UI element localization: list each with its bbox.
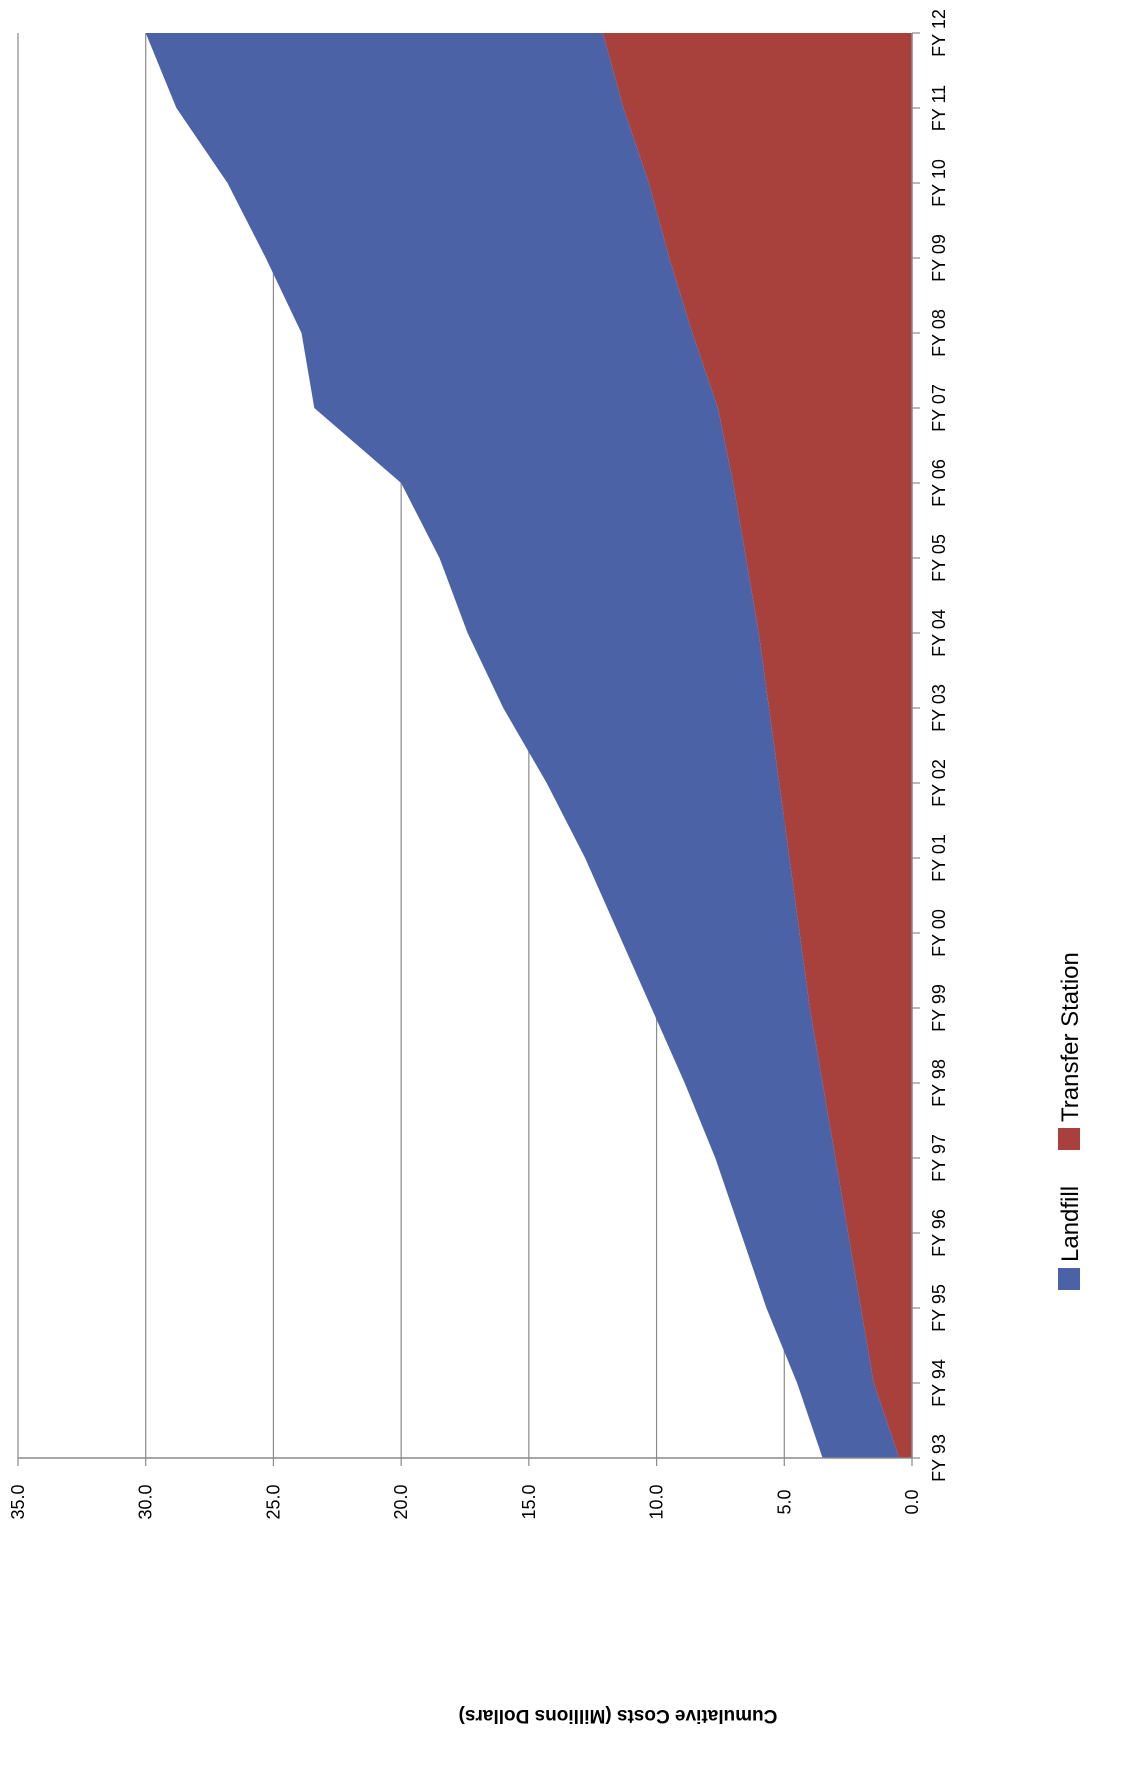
y-tick-label: 10.0	[647, 1484, 667, 1519]
x-tick-label: FY 02	[929, 759, 949, 807]
axes	[17, 32, 920, 1466]
x-tick-label: FY 98	[929, 1059, 949, 1107]
x-tick-label: FY 11	[929, 85, 949, 131]
y-tick-labels: 0.0 5.0 10.0 15.0 20.0 25.0 30.0 35.0	[8, 1484, 922, 1519]
y-tick-label: 35.0	[8, 1484, 28, 1519]
x-tick-label: FY 07	[929, 384, 949, 432]
legend-label-landfill: Landfill	[1057, 1186, 1084, 1262]
x-tick-label: FY 05	[929, 534, 949, 582]
y-tick-label: 5.0	[774, 1489, 794, 1514]
legend: Landfill Transfer Station	[1057, 952, 1084, 1290]
area-series	[145, 33, 912, 1458]
x-tick-labels: FY 93 FY 94 FY 95 FY 96 FY 97 FY 98 FY 99 FY 00…	[929, 9, 949, 1482]
y-tick-label: 0.0	[902, 1489, 922, 1514]
x-tick-label: FY 96	[929, 1209, 949, 1257]
y-tick-label: 30.0	[136, 1484, 156, 1519]
x-tick-label: FY 06	[929, 459, 949, 507]
y-tick-label: 20.0	[391, 1484, 411, 1519]
x-tick-label: FY 97	[929, 1134, 949, 1182]
x-tick-label: FY 04	[929, 609, 949, 657]
area-landfill	[145, 33, 900, 1458]
x-tick-label: FY 00	[929, 909, 949, 957]
x-tick-label: FY 03	[929, 684, 949, 732]
area-transfer-station	[602, 33, 912, 1458]
x-tick-label: FY 94	[929, 1359, 949, 1407]
legend-swatch-transfer-station	[1058, 1128, 1080, 1150]
x-tick-label: FY 93	[929, 1434, 949, 1482]
x-tick-label: FY 09	[929, 234, 949, 282]
x-tick-label: FY 10	[929, 159, 949, 207]
y-tick-label: 15.0	[519, 1484, 539, 1519]
legend-label-transfer-station: Transfer Station	[1057, 952, 1084, 1122]
x-tick-label: FY 95	[929, 1284, 949, 1332]
y-tick-label: 25.0	[263, 1484, 283, 1519]
x-tick-label: FY 12	[929, 9, 949, 57]
x-tick-label: FY 08	[929, 309, 949, 357]
legend-swatch-landfill	[1058, 1268, 1080, 1290]
y-axis-title: Cumulative Costs (Millions Dollars)	[459, 1705, 778, 1726]
x-tick-label: FY 01	[929, 834, 949, 882]
x-tick-label: FY 99	[929, 984, 949, 1032]
